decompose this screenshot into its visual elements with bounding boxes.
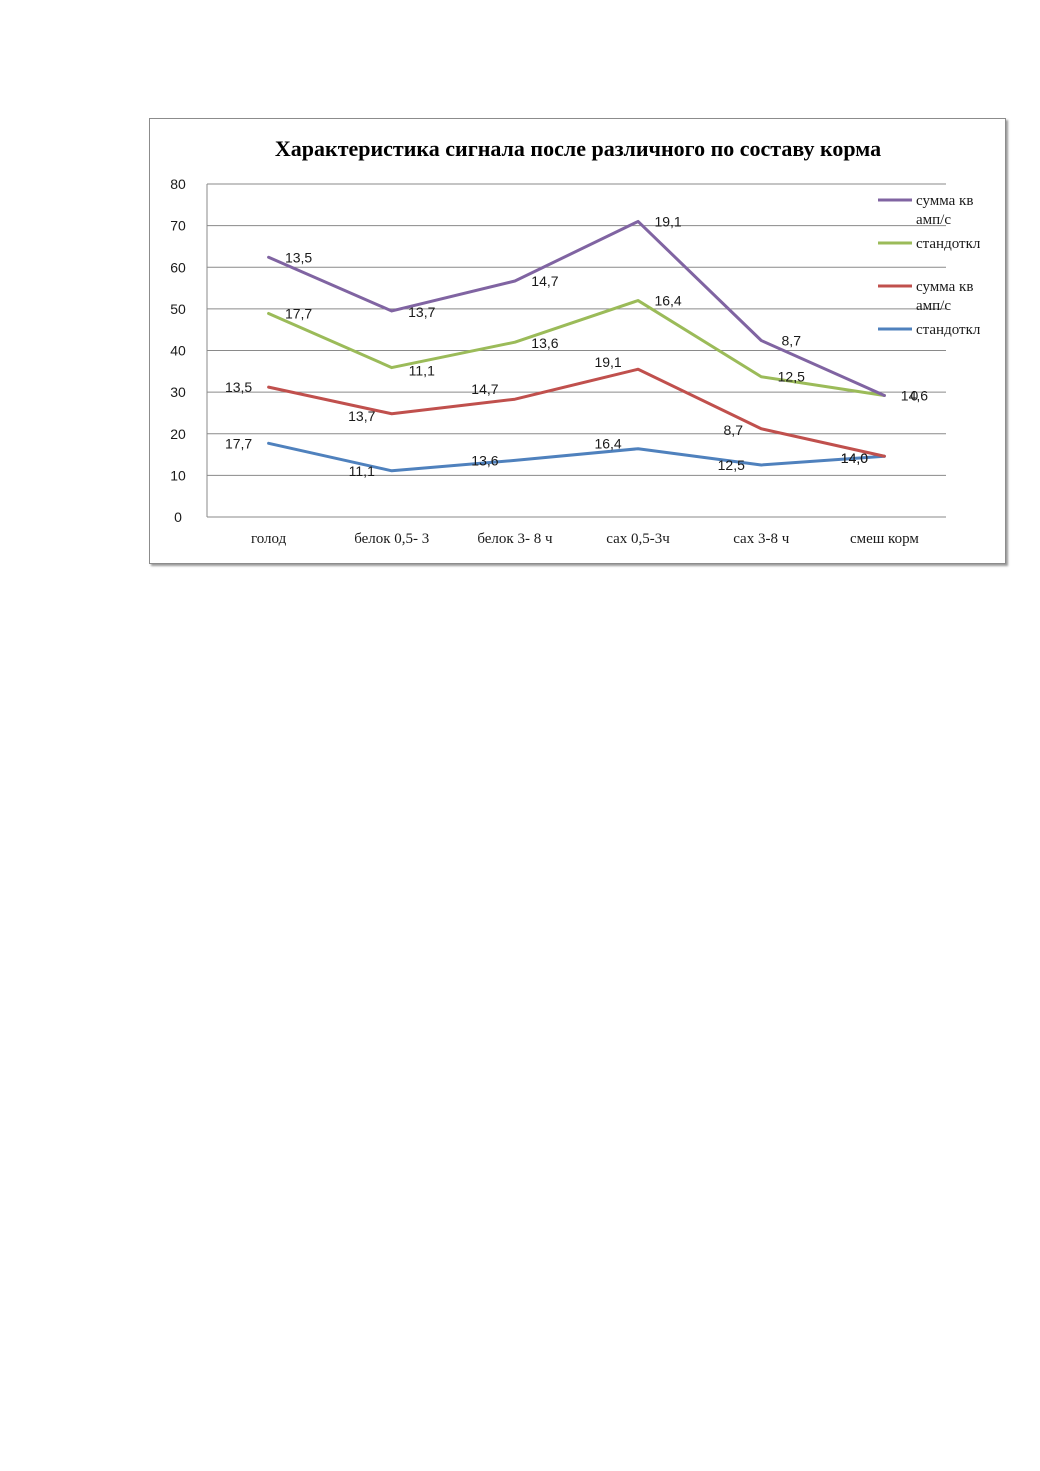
legend-label: стандоткл [916, 322, 981, 338]
y-tick-label: 20 [170, 426, 186, 442]
data-label: 13,7 [348, 408, 375, 424]
x-axis-ticks: голод белок 0,5- 3 белок 3- 8 ч сах 0,5-3ч с… [251, 531, 919, 547]
chart-frame: Характеристика сигнала после различного … [149, 118, 1006, 564]
y-tick-label: 0 [174, 509, 182, 525]
data-label: 13,5 [225, 379, 252, 395]
legend-label: амп/с [916, 212, 951, 228]
y-tick-label: 30 [170, 384, 186, 400]
x-tick-label: сах 0,5-3ч [606, 531, 670, 547]
data-label: 17,7 [285, 305, 312, 321]
series-line [267, 299, 886, 397]
data-label: 11,1 [409, 363, 435, 379]
y-axis-ticks: 0 10 20 30 40 50 60 70 80 [170, 176, 186, 525]
y-tick-label: 60 [170, 259, 186, 275]
series-layer [267, 219, 886, 473]
data-label: 19,1 [654, 213, 681, 229]
x-tick-label: голод [251, 531, 287, 547]
chart-title: Характеристика сигнала после различного … [275, 136, 881, 161]
data-label: 17,7 [225, 435, 252, 451]
legend-label: сумма кв [916, 279, 973, 295]
x-tick-label: сах 3-8 ч [733, 531, 789, 547]
data-label: 11,1 [349, 463, 375, 479]
data-label: 13,6 [531, 335, 558, 351]
y-tick-label: 10 [170, 467, 186, 483]
data-label: 16,4 [654, 293, 681, 309]
data-labels: 17,7 11,1 13,6 16,4 12,5 14,0 13,5 13,7 14,7 19,1… [225, 213, 928, 478]
series-line [267, 441, 886, 473]
data-label: 13,6 [471, 452, 498, 468]
data-label: 19,1 [594, 354, 621, 370]
data-label: 14,7 [471, 381, 498, 397]
data-label: 14,0 [841, 450, 868, 466]
y-tick-label: 80 [170, 176, 186, 192]
x-tick-label: белок 3- 8 ч [477, 531, 553, 547]
legend-label: стандоткл [916, 236, 981, 252]
data-label: 14,0 [841, 450, 868, 466]
series-line [267, 219, 886, 397]
line-chart: Характеристика сигнала после различного … [170, 136, 981, 547]
grid-layer [206, 183, 946, 518]
y-tick-label: 40 [170, 343, 186, 359]
data-label: 13,5 [285, 249, 312, 265]
y-tick-label: 70 [170, 218, 186, 234]
data-label: 12,5 [778, 369, 805, 385]
y-tick-label: 50 [170, 301, 186, 317]
legend-label: сумма кв [916, 193, 973, 209]
data-label: 8,7 [724, 422, 744, 438]
legend: сумма кв амп/с стандоткл сумма кв амп/с станд… [878, 193, 981, 338]
data-label: 14,7 [531, 273, 558, 289]
data-label: 12,5 [718, 457, 745, 473]
data-label: 0 [911, 387, 919, 403]
data-label: 16,4 [594, 436, 621, 452]
legend-label: амп/с [916, 298, 951, 314]
data-label: 13,7 [408, 304, 435, 320]
data-label: 8,7 [782, 333, 802, 349]
series-line [267, 367, 886, 458]
x-tick-label: белок 0,5- 3 [354, 531, 429, 547]
data-label: 14,6 [901, 387, 928, 403]
x-tick-label: смеш корм [850, 531, 919, 547]
